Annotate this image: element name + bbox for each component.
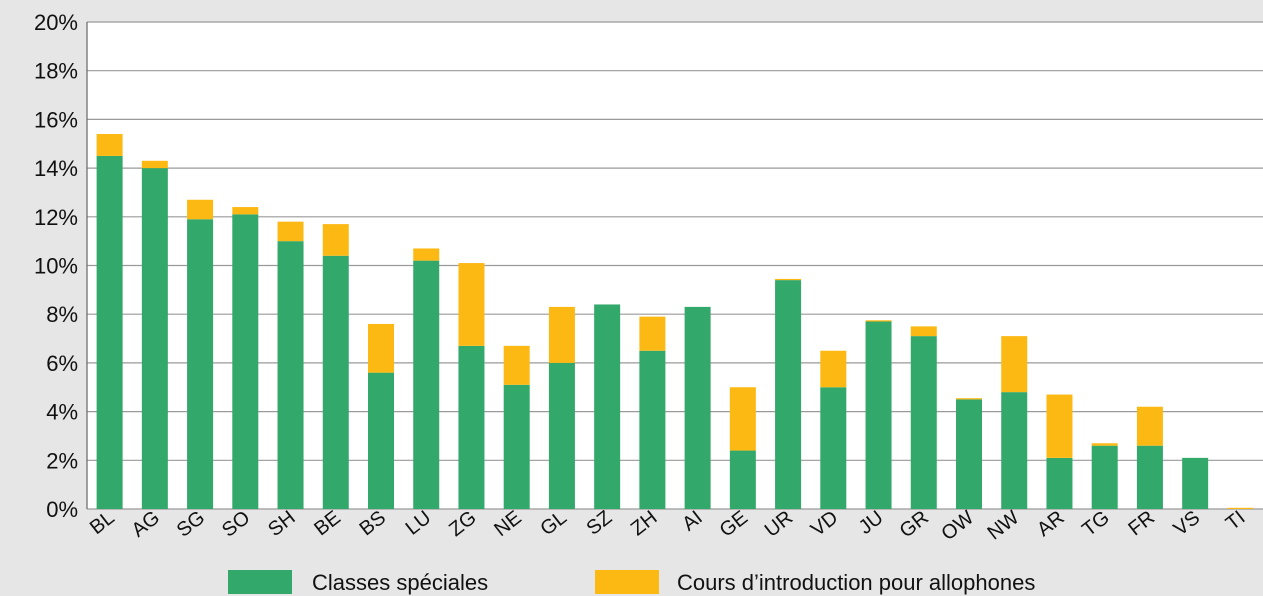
x-tick-label-AG: AG: [128, 507, 164, 542]
bar-VD-series-1: [820, 350, 847, 388]
x-tick-label-AI: AI: [678, 507, 706, 536]
bar-NW-series-1: [1001, 336, 1028, 393]
x-tick-label-VD: VD: [807, 507, 842, 541]
x-tick-label-TG: TG: [1078, 507, 1113, 541]
bar-UR-series-0: [775, 280, 802, 509]
x-tick-label-ZG: ZG: [445, 507, 480, 541]
bar-SG-series-1: [187, 199, 214, 220]
bar-TG-series-0: [1091, 445, 1118, 509]
x-tick-label-LU: LU: [402, 507, 436, 540]
bar-SH-series-0: [277, 241, 304, 509]
bar-ZG-series-0: [458, 345, 485, 509]
bar-AR-series-0: [1046, 457, 1073, 509]
x-tick-label-BL: BL: [86, 507, 119, 539]
x-tick-label-SO: SO: [218, 507, 254, 542]
legend-swatch-0: [228, 570, 292, 594]
y-axis-tick-labels: 0% 2% 4% 6% 8% 10% 12% 14% 16% 18% 20%: [34, 10, 78, 522]
bar-AR-series-1: [1046, 394, 1073, 458]
bar-TG-series-1: [1091, 443, 1118, 446]
x-tick-label-GE: GE: [716, 507, 752, 542]
x-tick-label-SG: SG: [173, 507, 209, 542]
y-tick-label: 8%: [46, 302, 78, 327]
bar-GL-series-1: [548, 306, 575, 363]
x-tick-label-JU: JU: [855, 507, 888, 539]
bar-ZH-series-1: [639, 316, 666, 351]
y-tick-label: 14%: [34, 156, 78, 181]
bar-NW-series-0: [1001, 392, 1028, 509]
bar-GE-series-0: [729, 450, 756, 509]
y-tick-label: 16%: [34, 107, 78, 132]
bar-BL-series-1: [96, 134, 123, 156]
y-tick-label: 0%: [46, 497, 78, 522]
bar-SH-series-1: [277, 221, 304, 242]
bar-NE-series-1: [503, 345, 530, 385]
x-tick-label-BS: BS: [356, 507, 391, 541]
x-tick-label-OW: OW: [937, 507, 978, 546]
x-tick-label-TI: TI: [1222, 507, 1250, 535]
bar-AG-series-1: [141, 160, 168, 169]
x-tick-label-GL: GL: [536, 507, 571, 541]
bar-ZH-series-0: [639, 350, 666, 509]
bar-GE-series-1: [729, 387, 756, 451]
bar-BS-series-0: [368, 372, 394, 509]
x-tick-label-AR: AR: [1033, 507, 1068, 541]
x-axis-tick-labels: BL AG SG SO SH BE BS LU ZG NE GL SZ ZH AI GE UR VD JU GR OW…: [86, 507, 1250, 546]
bar-SG-series-0: [187, 219, 214, 510]
bar-LU-series-0: [413, 260, 440, 509]
bar-OW-series-0: [956, 399, 982, 509]
y-tick-label: 18%: [34, 59, 78, 84]
bar-OW-series-1: [956, 398, 982, 400]
bar-GL-series-0: [548, 362, 575, 509]
y-tick-label: 20%: [34, 10, 78, 35]
bar-SO-series-1: [232, 207, 259, 215]
legend-label-1: Cours d’introduction pour allophones: [677, 570, 1035, 595]
x-tick-label-UR: UR: [761, 507, 797, 542]
x-tick-label-FR: FR: [1124, 507, 1159, 541]
legend-label-0: Classes spéciales: [312, 570, 488, 595]
legend-swatch-1: [595, 570, 659, 594]
x-tick-label-GR: GR: [896, 507, 933, 543]
bar-VD-series-0: [820, 387, 847, 509]
bar-BS-series-1: [368, 323, 394, 373]
y-tick-label: 10%: [34, 254, 78, 279]
legend: Classes spéciales Cours d’introduction po…: [228, 570, 1035, 595]
y-tick-label: 6%: [46, 351, 78, 376]
x-tick-label-NW: NW: [984, 507, 1024, 545]
bar-GR-series-1: [910, 326, 937, 337]
x-tick-label-ZH: ZH: [627, 507, 662, 541]
y-tick-label: 4%: [46, 400, 78, 425]
y-tick-label: 12%: [34, 205, 78, 230]
bar-JU-series-0: [865, 321, 892, 509]
bar-NE-series-0: [503, 384, 530, 509]
x-tick-label-NE: NE: [490, 507, 525, 541]
bar-VS-series-0: [1182, 457, 1209, 509]
bar-AI-series-0: [684, 306, 711, 509]
bar-SZ-series-0: [594, 304, 621, 509]
x-tick-label-SH: SH: [264, 507, 299, 541]
bar-TI-series-1: [1227, 507, 1254, 509]
bar-BE-series-0: [322, 255, 349, 509]
bar-FR-series-0: [1136, 445, 1163, 509]
bar-BE-series-1: [322, 224, 349, 256]
x-tick-label-SZ: SZ: [583, 507, 617, 540]
bar-SO-series-0: [232, 214, 259, 510]
bar-BL-series-0: [96, 155, 123, 510]
bar-ZG-series-1: [458, 263, 485, 346]
bar-AG-series-0: [141, 168, 168, 509]
x-tick-label-VS: VS: [1170, 507, 1205, 541]
bar-UR-series-1: [775, 278, 802, 281]
bar-GR-series-0: [910, 336, 937, 509]
bar-LU-series-1: [413, 248, 440, 261]
bar-JU-series-1: [865, 320, 892, 322]
bar-FR-series-1: [1136, 406, 1163, 446]
bars: [96, 134, 1254, 510]
y-tick-label: 2%: [46, 448, 78, 473]
x-tick-label-BE: BE: [310, 507, 345, 541]
